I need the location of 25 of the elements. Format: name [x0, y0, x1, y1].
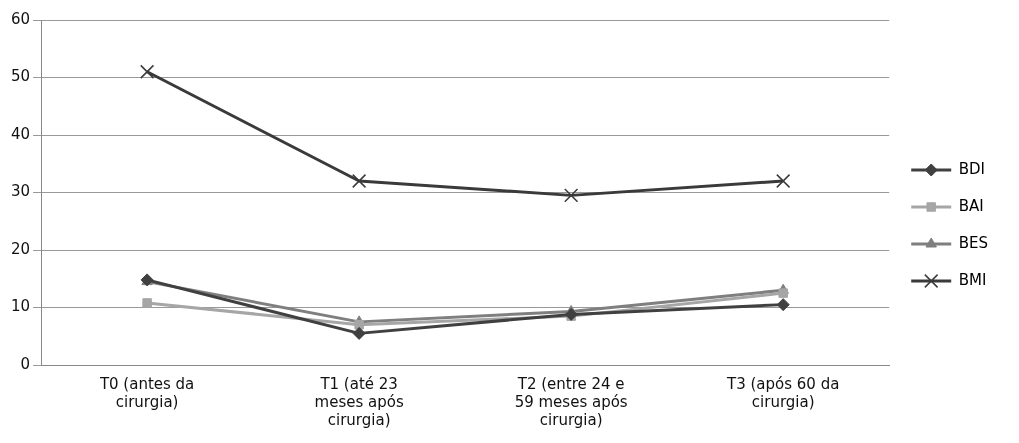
- point: [352, 326, 366, 340]
- y-tick-label: 20: [10, 239, 31, 258]
- x-tick-label: T0 (antes da cirurgia): [98, 374, 195, 411]
- y-tick-label: 60: [10, 9, 31, 28]
- x-tick-label: T2 (entre 24 e 59 meses após cirurgia): [514, 374, 628, 429]
- point: [776, 298, 790, 312]
- legend-label: BDI: [958, 159, 985, 178]
- point: [564, 188, 579, 203]
- y-tick-label: 0: [20, 354, 31, 373]
- x-tick-label: T1 (até 23 meses após cirurgia): [314, 374, 404, 429]
- point: [354, 320, 364, 330]
- point: [778, 288, 788, 298]
- y-tick-label: 50: [10, 67, 31, 86]
- point: [142, 298, 152, 308]
- point: [564, 307, 578, 321]
- point: [776, 173, 791, 189]
- y-tick-label: 10: [10, 297, 31, 316]
- y-tick-label: 40: [10, 124, 31, 143]
- point: [139, 64, 155, 79]
- legend-label: BES: [958, 233, 989, 252]
- y-tick-label: 30: [10, 182, 31, 201]
- point: [352, 173, 367, 189]
- x-tick-label: T3 (após 60 da cirurgia): [726, 374, 840, 411]
- legend-label: BMI: [958, 270, 987, 289]
- legend-label: BAI: [958, 196, 984, 215]
